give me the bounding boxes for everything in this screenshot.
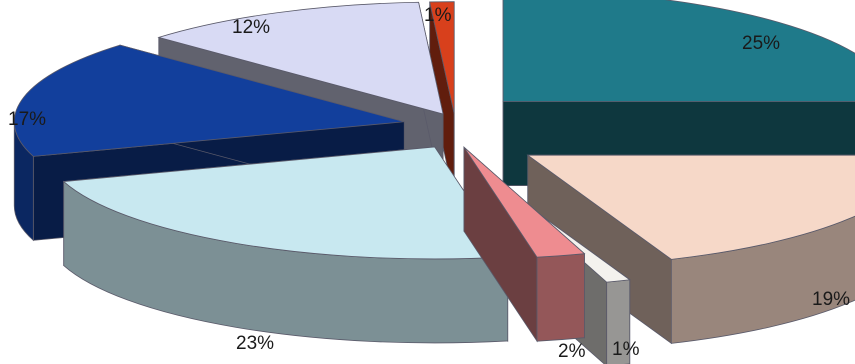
pie-slice-7 [429, 1, 455, 198]
slice-label-12: 12% [232, 17, 271, 38]
pie-slice-6-top [157, 1, 444, 115]
pie-slice-1-top [526, 154, 855, 260]
pie-slice-3 [463, 145, 586, 343]
pie-slice-4 [62, 145, 509, 344]
slice-label-23: 23% [236, 333, 275, 354]
slice-label-25: 25% [742, 33, 781, 54]
pie-slice-5-top [13, 44, 405, 157]
pie-slice-1 [526, 154, 855, 345]
slice-label-1-right: 1% [612, 339, 640, 360]
pie-slice-3-rim-0 [536, 253, 585, 342]
pie-slice-1-rim-0 [670, 215, 855, 344]
slice-label-2: 2% [558, 341, 586, 362]
pie-slice-3-top [463, 146, 586, 258]
slice-label-19: 19% [812, 289, 851, 310]
slice-label-1-top: 1% [424, 5, 452, 26]
pie-slice-4-top [62, 146, 509, 260]
slice-label-17: 17% [8, 109, 47, 130]
pie-slice-7-top [429, 1, 455, 114]
pie-slice-0-top [502, 0, 855, 102]
